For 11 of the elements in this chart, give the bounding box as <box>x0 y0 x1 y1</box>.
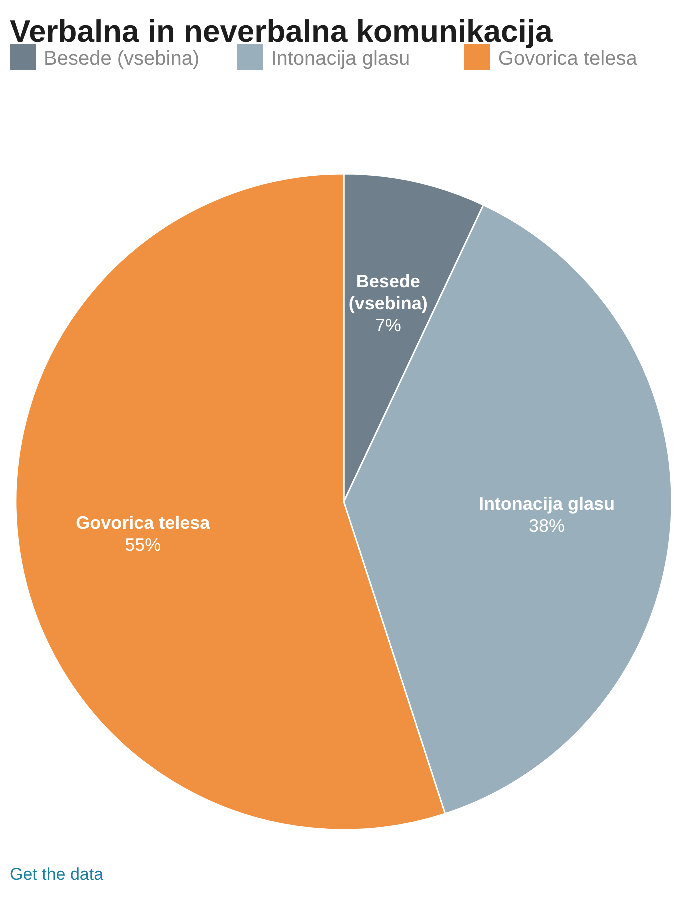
slice-label: Intonacija glasu <box>478 494 615 514</box>
legend-label: Govorica telesa <box>498 48 638 70</box>
slice-label: Besede (vsebina) <box>348 272 428 314</box>
data-label: 7% <box>375 316 402 336</box>
slice-label: Govorica telesa <box>76 512 212 533</box>
text: Get the data <box>10 865 104 884</box>
legend-label: Intonacija glasu <box>271 48 410 70</box>
data-label: 38% <box>528 516 565 536</box>
legend-label: Besede (vsebina) <box>44 48 200 70</box>
data-label: 55% <box>125 534 162 555</box>
chart-title: Verbalna in neverbalna komunikacija <box>10 14 554 49</box>
